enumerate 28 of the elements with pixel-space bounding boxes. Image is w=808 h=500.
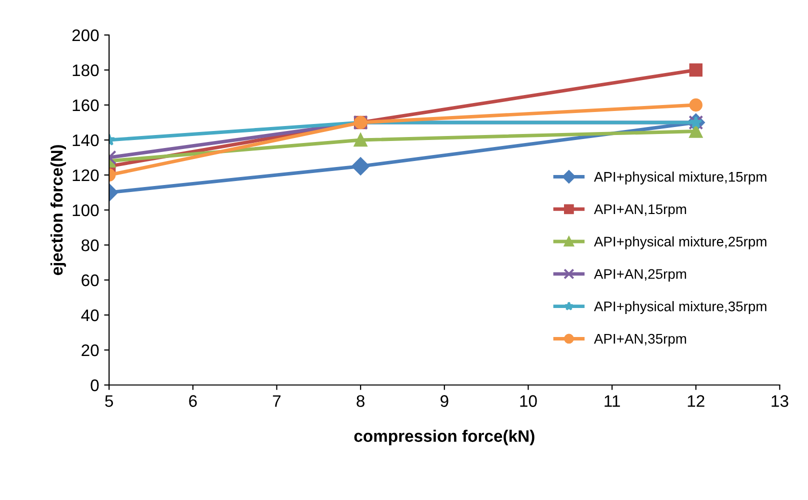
x-tick-label: 11 xyxy=(604,395,620,407)
y-tick-label: 100 xyxy=(72,204,99,216)
x-tick-label: 8 xyxy=(356,395,364,407)
y-tick-label: 20 xyxy=(82,344,99,356)
legend-label: API+physical mixture,25rpm xyxy=(594,236,766,250)
y-tick-label: 120 xyxy=(72,169,99,182)
x-tick-label: 13 xyxy=(772,395,788,407)
y-tick-label: 60 xyxy=(82,274,99,286)
x-tick-label: 12 xyxy=(688,395,704,407)
x-tick-label: 10 xyxy=(520,395,537,407)
y-tick-label: 0 xyxy=(90,379,99,392)
legend-label: API+AN,15rpm xyxy=(594,204,686,217)
legend-label: API+physical mixture,35rpm xyxy=(594,301,766,314)
y-tick-label: 140 xyxy=(72,134,99,146)
x-tick-label: 6 xyxy=(189,395,197,407)
y-tick-label: 40 xyxy=(81,309,99,322)
x-tick-label: 5 xyxy=(105,395,114,407)
x-axis-title: compression force(kN) xyxy=(354,430,534,446)
y-axis-title: ejection force(N) xyxy=(50,145,66,276)
x-tick-label: 9 xyxy=(440,395,448,407)
x-tick-label: 7 xyxy=(272,395,281,407)
y-tick-label: 200 xyxy=(72,29,99,42)
legend-label: API+physical mixture,15rpm xyxy=(594,172,766,184)
y-tick-label: 180 xyxy=(72,64,99,76)
y-tick-label: 80 xyxy=(82,239,99,252)
legend-label: API+AN,35rpm xyxy=(594,334,686,346)
legend-label: API+AN,25rpm xyxy=(594,269,686,282)
y-tick-label: 160 xyxy=(72,99,99,112)
